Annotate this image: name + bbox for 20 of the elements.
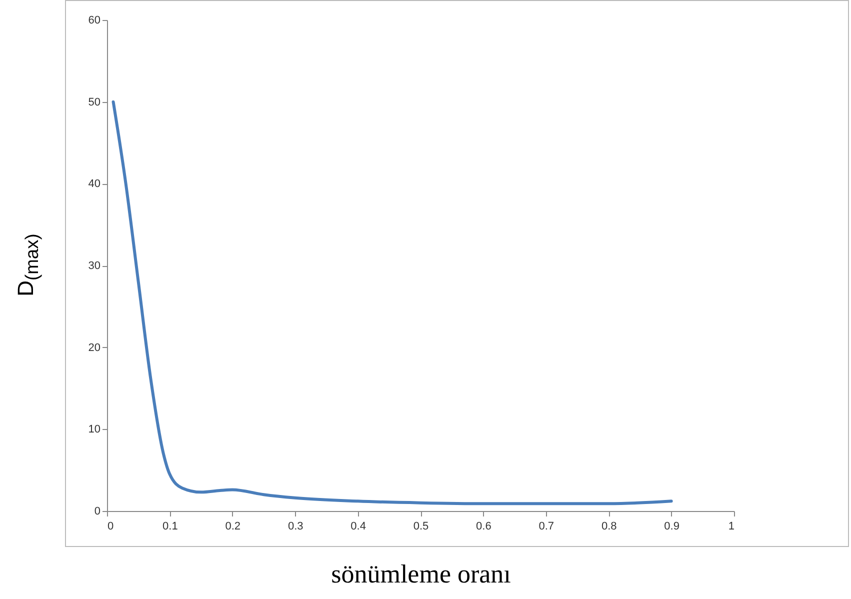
x-tick-label: 0.9 [664, 520, 680, 532]
x-tick-label: 0.2 [225, 520, 241, 532]
y-tick-label: 40 [88, 178, 100, 190]
x-tick-label: 0 [108, 520, 114, 532]
y-tick-label: 10 [88, 424, 100, 436]
x-tick-label: 0.8 [601, 520, 617, 532]
y-tick-label: 50 [88, 96, 100, 108]
y-tick-label: 60 [88, 14, 100, 26]
x-tick-label: 0.5 [413, 520, 429, 532]
x-axis-title: sönümleme oranı [331, 560, 511, 588]
x-tick-label: 0.7 [538, 520, 554, 532]
x-tick-label: 0.6 [476, 520, 492, 532]
x-tick-label: 0.3 [288, 520, 304, 532]
line-series [112, 100, 673, 506]
x-tick-label: 0.1 [162, 520, 178, 532]
y-tick-label: 0 [94, 506, 100, 518]
y-tick-label: 20 [88, 342, 100, 354]
x-tick-label: 1 [728, 520, 734, 532]
x-tick-label: 0.4 [350, 520, 366, 532]
y-tick-label: 30 [88, 260, 100, 272]
